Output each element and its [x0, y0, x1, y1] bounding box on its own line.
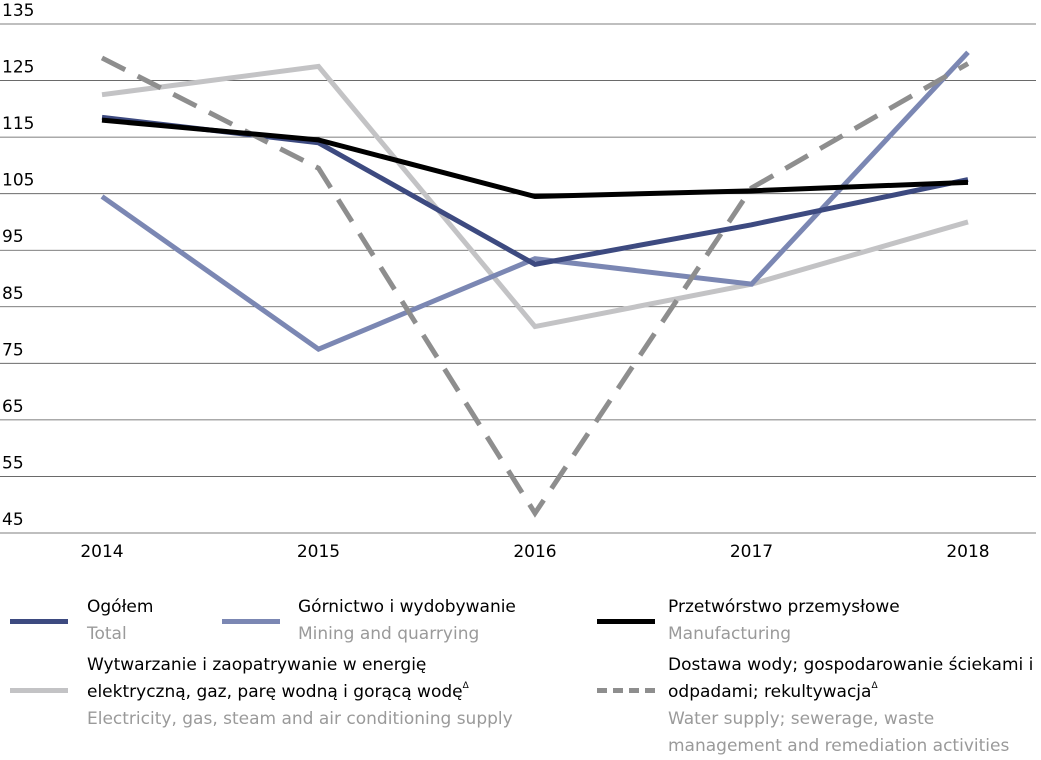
legend-entry: Przetwórstwo przemysłowe Manufacturing: [668, 594, 1028, 648]
legend-label-en: Mining and quarrying: [298, 624, 480, 644]
y-tick-label: 95: [2, 227, 24, 247]
footnote-mark: Δ: [871, 681, 878, 691]
chart: 45 55 65 75 85 95 105 115 125 135 2014 2015 2016 2017…: [0, 1, 1036, 562]
legend-label: Ogółem: [87, 597, 154, 617]
line: [101, 63, 969, 330]
legend-swatch: [10, 688, 68, 693]
legend-swatch: [597, 688, 655, 693]
legend-label: Dostawa wody; gospodarowanie ściekami i …: [668, 655, 1034, 702]
x-tick-label: 2018: [946, 542, 989, 562]
legend-entry: Wytwarzanie i zaopatrywanie w energię el…: [87, 652, 517, 733]
legend-label: Górnictwo i wydobywanie: [298, 597, 516, 617]
legend-swatch: [10, 619, 68, 624]
x-tick-label: 2016: [513, 542, 556, 562]
legend-entry: Górnictwo i wydobywanie Mining and quarry…: [298, 594, 578, 648]
x-tick-label: 2017: [730, 542, 773, 562]
legend-entry: Ogółem Total: [87, 594, 287, 648]
legend-entry: Dostawa wody; gospodarowanie ściekami i …: [668, 652, 1041, 760]
x-tick-label: 2015: [297, 542, 340, 562]
y-tick-label: 105: [2, 171, 34, 191]
legend-swatch: [597, 619, 655, 624]
y-tick-label: 85: [2, 284, 24, 304]
legend-label-en: Electricity, gas, steam and air conditio…: [87, 709, 513, 729]
legend-label: Przetwórstwo przemysłowe: [668, 597, 900, 617]
legend-label-en: Manufacturing: [668, 624, 792, 644]
y-tick-label: 115: [2, 114, 34, 134]
y-tick-label: 75: [2, 340, 24, 360]
legend-label: Wytwarzanie i zaopatrywanie w energię el…: [87, 655, 463, 702]
y-tick-label: 125: [2, 58, 34, 78]
y-tick-label: 45: [2, 510, 24, 530]
y-tick-label: 135: [2, 1, 34, 21]
line: [100, 50, 970, 353]
legend-swatch: [222, 619, 280, 624]
footnote-mark: Δ: [462, 681, 469, 691]
legend-label-en: Total: [87, 624, 127, 644]
y-tick-label: 65: [2, 397, 24, 417]
y-tick-label: 55: [2, 453, 24, 473]
legend-label-en: Water supply; sewerage, waste management…: [668, 709, 1010, 756]
line: [101, 117, 969, 200]
x-tick-label: 2014: [80, 542, 123, 562]
